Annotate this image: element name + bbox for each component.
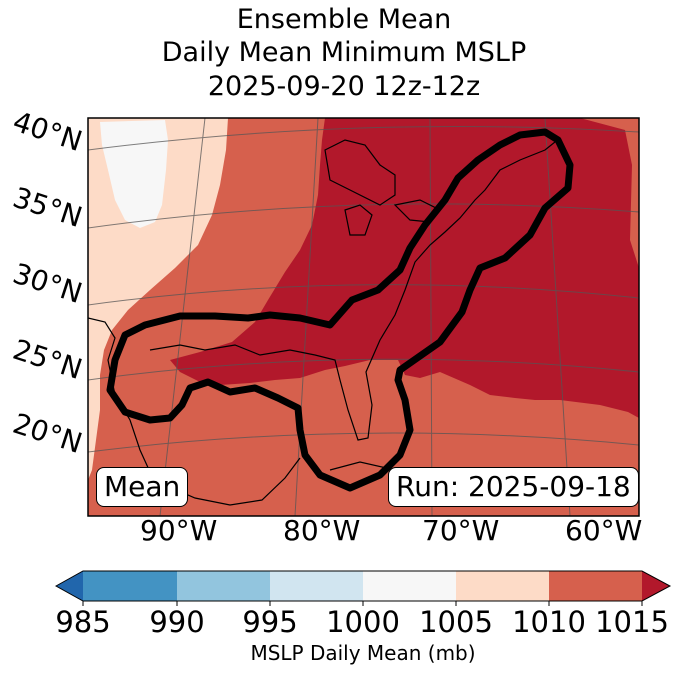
colorbar-tick-1010: 1010 bbox=[512, 605, 586, 639]
chart-date: 2025-09-20 12z-12z bbox=[207, 71, 481, 102]
colorbar-bin-1000-1005 bbox=[363, 571, 456, 601]
lon-label-60w: 60°W bbox=[565, 514, 643, 547]
colorbar-bin-1010-1015 bbox=[549, 571, 642, 601]
colorbar-bin-990-995 bbox=[177, 571, 270, 601]
chart-subtitle: Daily Mean Minimum MSLP bbox=[161, 37, 527, 68]
colorbar-tick-1005: 1005 bbox=[419, 605, 493, 639]
mslp-contour bbox=[106, 128, 574, 492]
colorbar-extend-low bbox=[56, 571, 83, 601]
chart-title: Ensemble Mean bbox=[236, 4, 452, 35]
mslp-map bbox=[87, 117, 640, 517]
mslp-field-1000-1005 bbox=[100, 120, 168, 228]
colorbar-bin-1005-1010 bbox=[456, 571, 549, 601]
lon-label-80w: 80°W bbox=[283, 514, 361, 547]
colorbar-label: MSLP Daily Mean (mb) bbox=[250, 641, 476, 665]
mean-label: Mean bbox=[96, 467, 189, 507]
colorbar-extend-high bbox=[642, 571, 670, 601]
colorbar-tick-1000: 1000 bbox=[326, 605, 400, 639]
colorbar-bin-995-1000 bbox=[270, 571, 363, 601]
colorbar bbox=[54, 570, 672, 606]
lon-label-70w: 70°W bbox=[422, 514, 500, 547]
colorbar-tick-990: 990 bbox=[149, 605, 205, 639]
lon-label-90w: 90°W bbox=[140, 514, 218, 547]
colorbar-tick-985: 985 bbox=[55, 605, 111, 639]
run-date-label: Run: 2025-09-18 bbox=[388, 467, 639, 507]
colorbar-tick-1015: 1015 bbox=[595, 605, 669, 639]
colorbar-tick-995: 995 bbox=[242, 605, 298, 639]
colorbar-bin-985-990 bbox=[83, 571, 177, 601]
